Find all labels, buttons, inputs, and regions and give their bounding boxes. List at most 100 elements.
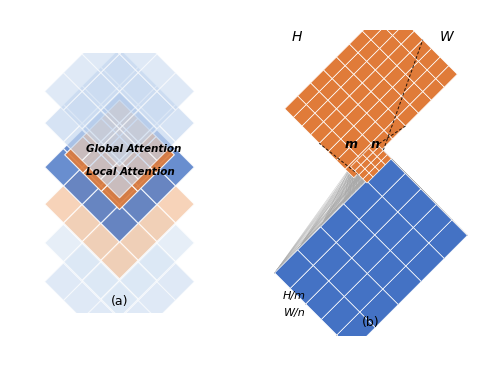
Polygon shape xyxy=(138,137,174,173)
Polygon shape xyxy=(101,54,138,92)
Polygon shape xyxy=(82,148,120,186)
Polygon shape xyxy=(418,48,440,70)
Polygon shape xyxy=(101,173,138,210)
Polygon shape xyxy=(337,312,375,351)
Polygon shape xyxy=(101,160,138,198)
Polygon shape xyxy=(328,139,350,161)
Polygon shape xyxy=(392,22,414,44)
Polygon shape xyxy=(83,155,120,191)
Polygon shape xyxy=(63,92,101,129)
Polygon shape xyxy=(324,109,345,130)
Polygon shape xyxy=(157,263,194,300)
Polygon shape xyxy=(358,143,379,165)
Polygon shape xyxy=(138,204,176,242)
Text: W: W xyxy=(440,30,454,44)
Polygon shape xyxy=(120,111,157,149)
Polygon shape xyxy=(371,130,392,152)
Polygon shape xyxy=(138,54,176,92)
Polygon shape xyxy=(101,280,138,318)
Polygon shape xyxy=(157,186,194,223)
Polygon shape xyxy=(311,122,332,143)
Polygon shape xyxy=(82,186,120,223)
Polygon shape xyxy=(101,129,138,166)
Text: n: n xyxy=(371,138,379,152)
Polygon shape xyxy=(82,104,120,142)
Polygon shape xyxy=(120,110,157,147)
Polygon shape xyxy=(120,67,157,104)
Polygon shape xyxy=(375,212,413,250)
Polygon shape xyxy=(101,137,138,173)
Polygon shape xyxy=(120,263,157,300)
Polygon shape xyxy=(379,87,401,109)
Polygon shape xyxy=(384,117,405,139)
Polygon shape xyxy=(344,273,383,312)
Polygon shape xyxy=(388,96,410,117)
Polygon shape xyxy=(384,14,405,36)
Polygon shape xyxy=(298,83,319,104)
Polygon shape xyxy=(429,220,467,258)
Polygon shape xyxy=(350,135,371,156)
Text: H: H xyxy=(291,30,302,44)
Polygon shape xyxy=(413,205,452,243)
Polygon shape xyxy=(63,123,101,160)
Polygon shape xyxy=(344,181,382,219)
Polygon shape xyxy=(101,16,138,54)
Polygon shape xyxy=(157,149,194,186)
Polygon shape xyxy=(298,227,336,265)
Polygon shape xyxy=(319,79,341,100)
Polygon shape xyxy=(82,73,120,110)
Polygon shape xyxy=(138,167,176,204)
Polygon shape xyxy=(410,92,431,113)
Polygon shape xyxy=(138,123,176,160)
Polygon shape xyxy=(360,289,398,328)
Polygon shape xyxy=(101,86,138,123)
Polygon shape xyxy=(157,73,194,110)
Polygon shape xyxy=(337,44,358,66)
Polygon shape xyxy=(120,262,157,299)
Polygon shape xyxy=(355,165,365,175)
Polygon shape xyxy=(45,263,82,300)
Polygon shape xyxy=(63,167,101,204)
Polygon shape xyxy=(341,74,363,96)
Polygon shape xyxy=(369,142,379,153)
Polygon shape xyxy=(401,31,423,53)
Polygon shape xyxy=(82,223,120,260)
Polygon shape xyxy=(359,197,398,235)
Polygon shape xyxy=(45,149,82,186)
Polygon shape xyxy=(352,235,390,273)
Polygon shape xyxy=(401,83,423,104)
Polygon shape xyxy=(392,74,414,96)
Polygon shape xyxy=(388,44,410,66)
Polygon shape xyxy=(138,130,176,167)
Polygon shape xyxy=(63,204,101,242)
Polygon shape xyxy=(101,167,138,204)
Polygon shape xyxy=(101,130,138,167)
Polygon shape xyxy=(332,117,354,139)
Polygon shape xyxy=(357,154,367,165)
Polygon shape xyxy=(358,92,379,113)
Polygon shape xyxy=(120,223,157,260)
Polygon shape xyxy=(82,67,120,104)
Polygon shape xyxy=(361,158,371,169)
Polygon shape xyxy=(377,150,387,161)
Polygon shape xyxy=(101,48,138,86)
Polygon shape xyxy=(138,86,176,123)
Polygon shape xyxy=(82,142,120,179)
Polygon shape xyxy=(45,104,82,142)
Polygon shape xyxy=(369,167,379,177)
Polygon shape xyxy=(120,149,157,186)
Polygon shape xyxy=(358,40,379,61)
Polygon shape xyxy=(345,53,367,74)
Polygon shape xyxy=(82,187,120,224)
Polygon shape xyxy=(120,104,157,142)
Polygon shape xyxy=(363,173,373,183)
Polygon shape xyxy=(82,262,120,299)
Polygon shape xyxy=(101,168,138,206)
Polygon shape xyxy=(315,100,337,122)
Polygon shape xyxy=(63,282,101,319)
Text: Local Attention: Local Attention xyxy=(86,167,175,178)
Polygon shape xyxy=(436,66,457,87)
Polygon shape xyxy=(82,225,120,263)
Polygon shape xyxy=(375,109,397,130)
Polygon shape xyxy=(101,205,138,242)
